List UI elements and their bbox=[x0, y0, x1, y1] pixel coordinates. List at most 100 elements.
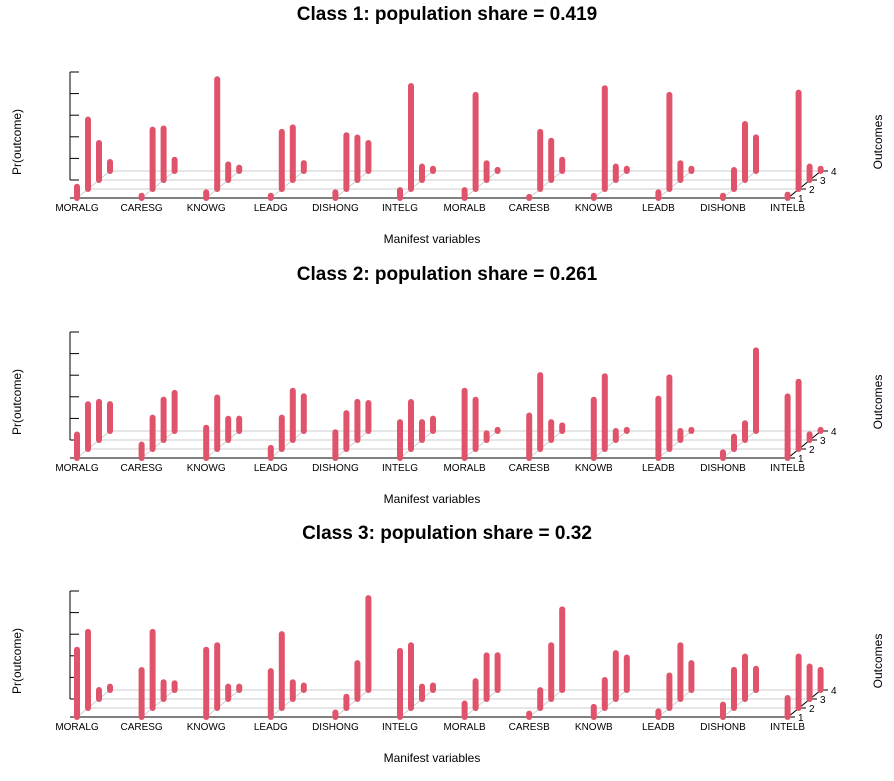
outcome-tick-label: 3 bbox=[820, 176, 826, 187]
outcome-tick-label: 2 bbox=[809, 445, 815, 456]
variable-guide-line bbox=[270, 689, 305, 718]
outcome-tick-label: 4 bbox=[831, 167, 837, 178]
variable-guide-line bbox=[205, 170, 240, 199]
x-tick-label: LEADB bbox=[642, 203, 675, 214]
x-tick-label: CARESB bbox=[509, 463, 550, 474]
x-tick-label: LEADB bbox=[642, 722, 675, 733]
x-axis-label: Manifest variables bbox=[384, 232, 481, 246]
variable-guide-line bbox=[399, 170, 434, 199]
x-tick-label: INTELG bbox=[382, 463, 418, 474]
x-tick-label: MORALB bbox=[443, 203, 486, 214]
x-tick-label: CARESG bbox=[120, 203, 162, 214]
x-tick-label: MORALB bbox=[443, 722, 486, 733]
x-tick-label: DISHONG bbox=[312, 463, 359, 474]
variable-guide-line bbox=[722, 170, 757, 199]
outcome-tick-label: 2 bbox=[809, 704, 815, 715]
x-tick-label: KNOWG bbox=[187, 203, 226, 214]
outcome-tick-label: 4 bbox=[831, 427, 837, 438]
outcome-axis-line bbox=[787, 430, 822, 459]
variable-guide-line bbox=[528, 430, 563, 459]
variable-guide-line bbox=[593, 430, 628, 459]
x-tick-label: KNOWB bbox=[575, 203, 613, 214]
variable-guide-line bbox=[528, 689, 563, 718]
variable-guide-line bbox=[205, 689, 240, 718]
y-axis-label: Pr(outcome) bbox=[10, 109, 24, 175]
x-tick-label: KNOWG bbox=[187, 722, 226, 733]
x-tick-label: KNOWB bbox=[575, 463, 613, 474]
x-tick-label: DISHONB bbox=[700, 463, 746, 474]
x-tick-label: DISHONB bbox=[700, 722, 746, 733]
variable-guide-line bbox=[722, 430, 757, 459]
variable-guide-line bbox=[399, 689, 434, 718]
x-tick-label: INTELB bbox=[770, 463, 805, 474]
outcome-tick-label: 2 bbox=[809, 185, 815, 196]
outcome-axis-line bbox=[787, 170, 822, 199]
variable-guide-line bbox=[658, 170, 692, 199]
x-axis-label: Manifest variables bbox=[384, 751, 481, 765]
outcome-axis-label: Outcomes bbox=[871, 115, 885, 170]
chart-title: Class 3: population share = 0.32 bbox=[302, 523, 592, 544]
x-tick-label: LEADG bbox=[254, 722, 288, 733]
outcome-axis-label: Outcomes bbox=[871, 634, 885, 689]
x-tick-label: MORALG bbox=[55, 203, 99, 214]
outcome-axis-label: Outcomes bbox=[871, 375, 885, 430]
variable-guide-line bbox=[76, 689, 111, 718]
x-tick-label: CARESB bbox=[509, 203, 550, 214]
chart-title: Class 2: population share = 0.261 bbox=[297, 264, 598, 285]
x-tick-label: DISHONG bbox=[312, 722, 359, 733]
variable-guide-line bbox=[464, 430, 498, 459]
y-axis-label: Pr(outcome) bbox=[10, 628, 24, 694]
x-tick-label: MORALB bbox=[443, 463, 486, 474]
variable-guide-line bbox=[593, 170, 628, 199]
x-tick-label: INTELG bbox=[382, 722, 418, 733]
x-tick-label: CARESG bbox=[120, 463, 162, 474]
x-tick-label: DISHONB bbox=[700, 203, 746, 214]
variable-guide-line bbox=[335, 430, 369, 459]
variable-guide-line bbox=[658, 430, 692, 459]
variable-guide-line bbox=[141, 170, 175, 199]
variable-guide-line bbox=[76, 430, 111, 459]
outcome-tick-label: 4 bbox=[831, 686, 837, 697]
x-tick-label: CARESB bbox=[509, 722, 550, 733]
outcome-tick-label: 1 bbox=[798, 194, 804, 205]
variable-guide-line bbox=[528, 170, 563, 199]
x-tick-label: INTELG bbox=[382, 203, 418, 214]
variable-guide-line bbox=[722, 689, 757, 718]
variable-guide-line bbox=[205, 430, 240, 459]
variable-guide-line bbox=[270, 430, 305, 459]
outcome-axis-line bbox=[787, 689, 822, 718]
chart-title: Class 1: population share = 0.419 bbox=[297, 4, 597, 25]
outcome-tick-label: 3 bbox=[820, 436, 826, 447]
outcome-tick-label: 1 bbox=[798, 454, 804, 465]
outcome-tick-label: 3 bbox=[820, 695, 826, 706]
x-tick-label: MORALG bbox=[55, 722, 99, 733]
variable-guide-line bbox=[658, 689, 692, 718]
x-tick-label: INTELB bbox=[770, 722, 805, 733]
x-tick-label: CARESG bbox=[120, 722, 162, 733]
x-tick-label: KNOWG bbox=[187, 463, 226, 474]
x-tick-label: LEADG bbox=[254, 203, 288, 214]
x-tick-label: LEADB bbox=[642, 463, 675, 474]
variable-guide-line bbox=[141, 689, 175, 718]
x-axis-label: Manifest variables bbox=[384, 492, 481, 506]
variable-guide-line bbox=[76, 170, 111, 199]
variable-guide-line bbox=[464, 689, 498, 718]
variable-guide-line bbox=[270, 170, 305, 199]
outcome-tick-label: 1 bbox=[798, 713, 804, 724]
variable-guide-line bbox=[593, 689, 628, 718]
x-tick-label: INTELB bbox=[770, 203, 805, 214]
x-tick-label: LEADG bbox=[254, 463, 288, 474]
x-tick-label: MORALG bbox=[55, 463, 99, 474]
variable-guide-line bbox=[464, 170, 498, 199]
x-tick-label: DISHONG bbox=[312, 203, 359, 214]
variable-guide-line bbox=[335, 170, 369, 199]
x-tick-label: KNOWB bbox=[575, 722, 613, 733]
variable-guide-line bbox=[399, 430, 434, 459]
y-axis-label: Pr(outcome) bbox=[10, 369, 24, 435]
variable-guide-line bbox=[335, 689, 369, 718]
variable-guide-line bbox=[141, 430, 175, 459]
